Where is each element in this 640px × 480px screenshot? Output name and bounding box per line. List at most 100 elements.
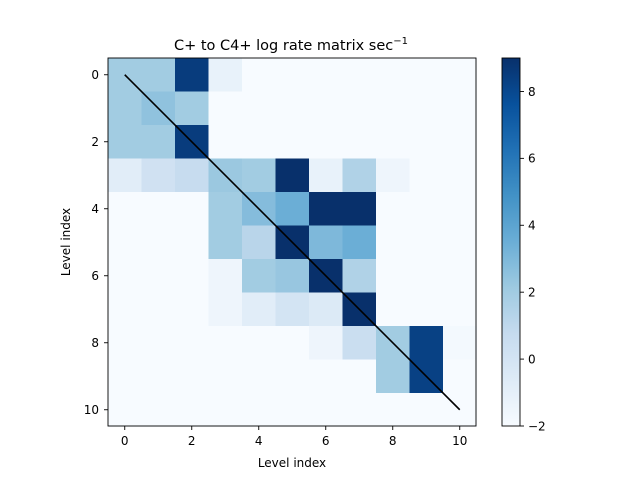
heatmap-cell xyxy=(309,326,344,361)
x-axis-label: Level index xyxy=(258,456,326,470)
y-tick-label: 2 xyxy=(91,135,99,149)
colorbar-tick-label: 6 xyxy=(528,152,536,166)
heatmap-cell xyxy=(175,91,210,126)
heatmap-cell xyxy=(376,259,411,294)
heatmap-cell xyxy=(141,393,176,428)
heatmap-cell xyxy=(376,58,411,93)
heatmap-cell xyxy=(309,58,344,93)
heatmap-cell xyxy=(175,58,210,93)
heatmap-cell xyxy=(141,125,176,160)
heatmap-cell xyxy=(175,225,210,260)
heatmap-cell xyxy=(309,225,344,260)
y-tick-label: 0 xyxy=(91,68,99,82)
heatmap-cell xyxy=(443,292,478,327)
heatmap-cell xyxy=(175,259,210,294)
heatmap-cell xyxy=(242,359,277,394)
heatmap-cell xyxy=(443,91,478,126)
heatmap-cell xyxy=(175,359,210,394)
heatmap-cell xyxy=(443,158,478,193)
heatmap-cell xyxy=(208,58,243,93)
x-tick-label: 0 xyxy=(121,434,129,448)
heatmap-cell xyxy=(443,192,478,227)
heatmap-cell xyxy=(376,158,411,193)
heatmap-cell xyxy=(376,225,411,260)
heatmap-cell xyxy=(409,158,444,193)
heatmap-cell xyxy=(309,91,344,126)
heatmap-cell xyxy=(409,326,444,361)
heatmap-cell xyxy=(309,359,344,394)
heatmap-cell xyxy=(175,393,210,428)
heatmap-cell xyxy=(342,192,377,227)
heatmap-cell xyxy=(208,192,243,227)
heatmap-cell xyxy=(275,158,310,193)
heatmap-cell xyxy=(342,158,377,193)
heatmap-cell xyxy=(275,259,310,294)
heatmap-cell xyxy=(309,158,344,193)
heatmap-cell xyxy=(141,58,176,93)
heatmap-cell xyxy=(242,393,277,428)
heatmap-cell xyxy=(409,125,444,160)
heatmap-cell xyxy=(175,158,210,193)
heatmap-cell xyxy=(108,359,143,394)
y-tick-label: 10 xyxy=(84,403,99,417)
x-tick-label: 8 xyxy=(389,434,397,448)
heatmap-cell xyxy=(208,292,243,327)
heatmap-cell xyxy=(275,326,310,361)
heatmap-cell xyxy=(376,292,411,327)
y-tick-label: 4 xyxy=(91,202,99,216)
heatmap-cell xyxy=(342,225,377,260)
heatmap-cell xyxy=(309,393,344,428)
heatmap-cell xyxy=(141,359,176,394)
heatmap-cell xyxy=(141,292,176,327)
heatmap-cell xyxy=(409,292,444,327)
colorbar-tick-label: −2 xyxy=(528,419,546,433)
heatmap-cell xyxy=(141,192,176,227)
heatmap-cell xyxy=(443,259,478,294)
colorbar-tick-label: 2 xyxy=(528,285,536,299)
heatmap-cell xyxy=(342,359,377,394)
heatmap-cell xyxy=(108,393,143,428)
heatmap-cell xyxy=(175,192,210,227)
heatmap-cell xyxy=(108,259,143,294)
heatmap-cell xyxy=(443,326,478,361)
colorbar-tick-label: 0 xyxy=(528,352,536,366)
heatmap-cells xyxy=(108,58,478,428)
heatmap-cell xyxy=(309,292,344,327)
heatmap-cell xyxy=(242,158,277,193)
heatmap-cell xyxy=(342,326,377,361)
heatmap-cell xyxy=(443,125,478,160)
heatmap-cell xyxy=(409,393,444,428)
heatmap-cell xyxy=(141,259,176,294)
heatmap-cell xyxy=(208,259,243,294)
heatmap-cell xyxy=(242,125,277,160)
x-tick-label: 6 xyxy=(322,434,330,448)
heatmap-cell xyxy=(275,125,310,160)
colorbar-tick-label: 8 xyxy=(528,85,536,99)
heatmap-cell xyxy=(208,359,243,394)
diagonal-line xyxy=(124,74,461,411)
heatmap-cell xyxy=(108,326,143,361)
heatmap-cell xyxy=(242,259,277,294)
plot-frame xyxy=(107,57,477,427)
heatmap-cell xyxy=(108,158,143,193)
heatmap-cell xyxy=(275,393,310,428)
y-tick-label: 8 xyxy=(91,336,99,350)
heatmap-cell xyxy=(275,192,310,227)
chart-title: C+ to C4+ log rate matrix sec−1 xyxy=(174,36,408,54)
x-tick-label: 4 xyxy=(255,434,263,448)
heatmap-cell xyxy=(208,326,243,361)
heatmap-cell xyxy=(208,393,243,428)
heatmap-cell xyxy=(443,359,478,394)
heatmap-cell xyxy=(242,91,277,126)
x-tick-label: 10 xyxy=(452,434,467,448)
heatmap-cell xyxy=(342,393,377,428)
heatmap-cell xyxy=(108,192,143,227)
heatmap-cell xyxy=(409,225,444,260)
heatmap-cell xyxy=(108,91,143,126)
heatmap-cell xyxy=(208,225,243,260)
x-axis-ticks: 0 2 4 6 8 10 xyxy=(121,426,467,448)
heatmap-cell xyxy=(242,326,277,361)
heatmap-cell xyxy=(208,91,243,126)
heatmap-cell xyxy=(443,58,478,93)
